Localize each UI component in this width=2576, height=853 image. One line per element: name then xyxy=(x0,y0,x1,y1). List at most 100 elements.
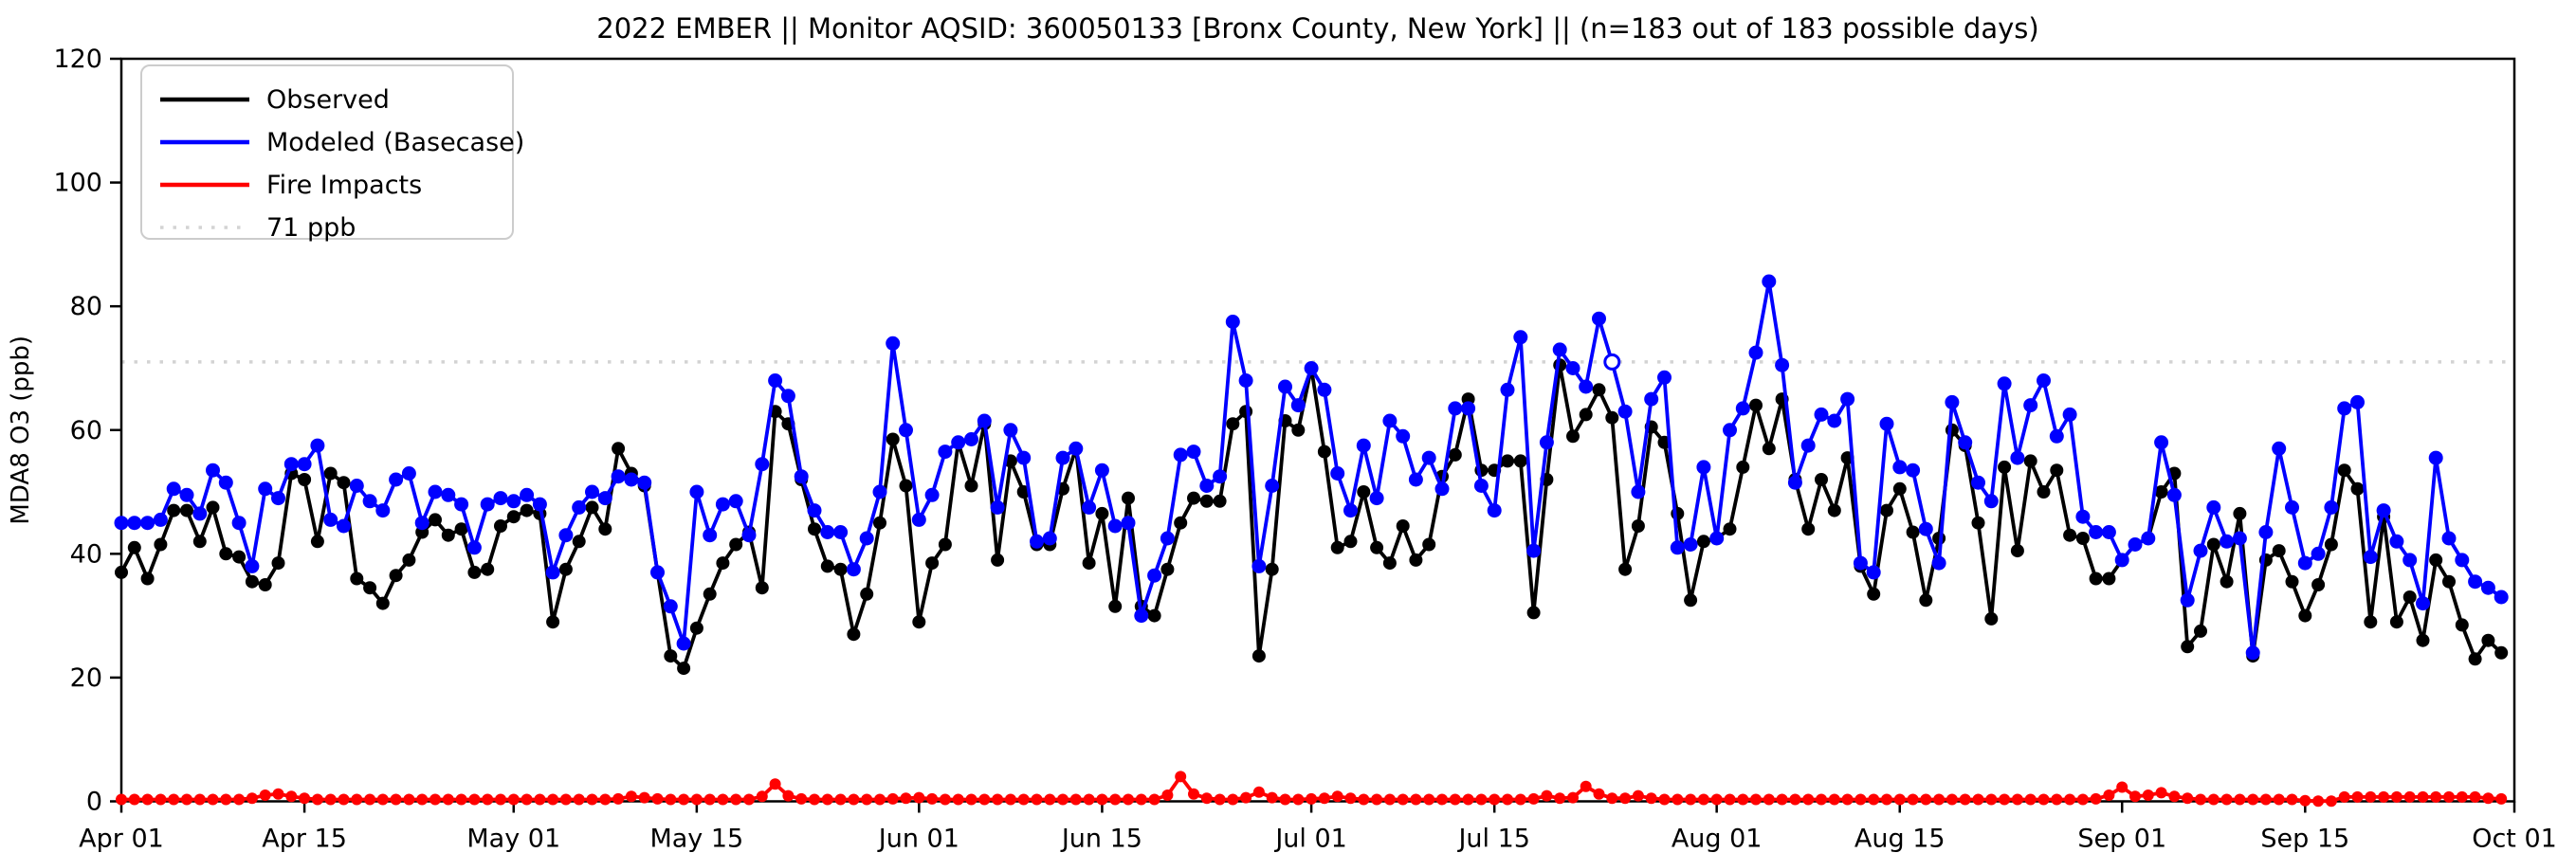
observed-point xyxy=(873,516,886,530)
modeled-basecase-point xyxy=(2350,394,2365,409)
modeled-basecase-point xyxy=(1186,445,1201,460)
modeled-basecase-point xyxy=(1617,404,1633,419)
modeled-basecase-point xyxy=(192,506,208,521)
fire-impacts-point xyxy=(2103,789,2115,801)
fire-impacts-point xyxy=(1083,793,1095,806)
fire-impacts-point xyxy=(1828,793,1840,806)
fire-impacts-point xyxy=(1920,793,1932,806)
observed-point xyxy=(1945,423,1959,437)
observed-point xyxy=(1880,503,1893,517)
modeled-basecase-point xyxy=(611,469,626,484)
fire-impacts-point xyxy=(1802,793,1815,806)
fire-impacts-point xyxy=(1985,793,1998,806)
modeled-basecase-point xyxy=(637,475,652,490)
observed-point xyxy=(886,432,900,446)
modeled-basecase-point xyxy=(297,457,312,472)
modeled-basecase-point xyxy=(1552,342,1567,357)
modeled-basecase-point xyxy=(2441,531,2457,546)
observed-point xyxy=(323,466,338,481)
modeled-basecase-point xyxy=(2455,553,2470,568)
observed-point xyxy=(245,574,259,589)
modeled-basecase-point xyxy=(1487,503,1502,518)
modeled-basecase-point xyxy=(258,481,273,497)
fire-impacts-point xyxy=(992,793,1004,806)
observed-point xyxy=(833,562,848,576)
fire-impacts-point xyxy=(2220,793,2233,806)
fire-impacts-point xyxy=(874,793,886,806)
observed-point xyxy=(716,556,730,571)
fire-impacts-point xyxy=(1449,793,1461,806)
fire-impacts-point xyxy=(1475,793,1488,806)
modeled-basecase-point xyxy=(1631,484,1646,499)
fire-impacts-point xyxy=(900,792,912,805)
observed-point xyxy=(2233,506,2247,520)
fire-impacts-point xyxy=(1593,788,1605,800)
fire-impacts-point xyxy=(376,793,389,806)
fire-impacts-point xyxy=(952,793,964,806)
modeled-basecase-point xyxy=(1918,521,1933,536)
observed-point xyxy=(2089,572,2103,586)
modeled-basecase-point xyxy=(676,636,691,651)
observed-point xyxy=(167,503,181,517)
fire-impacts-point xyxy=(2495,792,2508,805)
observed-point xyxy=(2023,454,2037,468)
observed-point xyxy=(2402,590,2417,604)
modeled-basecase-point xyxy=(153,512,168,527)
modeled-basecase-point xyxy=(650,565,665,580)
observed-point xyxy=(1605,410,1619,425)
fire-impacts-point xyxy=(155,793,167,806)
modeled-basecase-point xyxy=(1827,413,1842,428)
fire-impacts-point xyxy=(1344,792,1357,805)
fire-impacts-point xyxy=(2390,790,2402,803)
modeled-basecase-point xyxy=(2324,499,2339,515)
fire-impacts-point xyxy=(1868,793,1880,806)
modeled-basecase-point xyxy=(2389,534,2404,549)
modeled-basecase-point xyxy=(1251,558,1267,573)
fire-impacts-point xyxy=(2325,795,2337,808)
fire-impacts-point xyxy=(116,793,127,806)
x-tick-label: Apr 01 xyxy=(79,825,164,853)
observed-point xyxy=(558,562,573,576)
observed-point xyxy=(1370,540,1384,554)
observed-point xyxy=(154,537,168,552)
observed-point xyxy=(1749,398,1763,412)
modeled-basecase-point xyxy=(1382,413,1398,428)
legend-label: 71 ppb xyxy=(266,213,356,243)
observed-point xyxy=(2206,537,2220,552)
observed-point xyxy=(729,537,743,552)
legend-label: Fire Impacts xyxy=(266,171,422,200)
modeled-basecase-point xyxy=(1304,361,1319,375)
modeled-basecase-point xyxy=(1003,423,1018,438)
modeled-basecase-point xyxy=(1762,274,1777,289)
modeled-basecase-point xyxy=(1330,466,1345,481)
y-tick-label: 60 xyxy=(70,416,102,445)
modeled-basecase-point xyxy=(624,472,639,487)
modeled-basecase-point xyxy=(807,503,822,518)
modeled-basecase-point xyxy=(833,525,849,539)
observed-point xyxy=(494,519,507,533)
observed-point xyxy=(402,553,416,567)
fire-impacts-point xyxy=(834,793,847,806)
modeled-basecase-point xyxy=(938,445,953,460)
observed-point xyxy=(192,535,207,549)
observed-point xyxy=(1592,383,1606,397)
observed-point xyxy=(2468,652,2482,666)
modeled-basecase-point xyxy=(454,497,469,512)
fire-impacts-point xyxy=(1410,793,1422,806)
fire-impacts-point xyxy=(2351,790,2364,803)
fire-impacts-point xyxy=(1200,792,1213,805)
fire-impacts-point xyxy=(1096,793,1108,806)
modeled-basecase-point xyxy=(2468,574,2483,590)
modeled-basecase-point xyxy=(2337,401,2352,416)
modeled-basecase-point xyxy=(1657,370,1672,385)
modeled-basecase-point xyxy=(2089,525,2104,539)
fire-impacts-point xyxy=(507,793,520,806)
modeled-basecase-line xyxy=(121,280,2503,655)
observed-point xyxy=(1631,519,1645,533)
modeled-basecase-point xyxy=(1971,475,1985,490)
modeled-basecase-point xyxy=(572,499,587,515)
fire-impacts-point xyxy=(795,792,808,805)
fire-impacts-point xyxy=(1069,793,1082,806)
observed-point xyxy=(219,547,233,561)
modeled-basecase-point xyxy=(545,565,560,580)
